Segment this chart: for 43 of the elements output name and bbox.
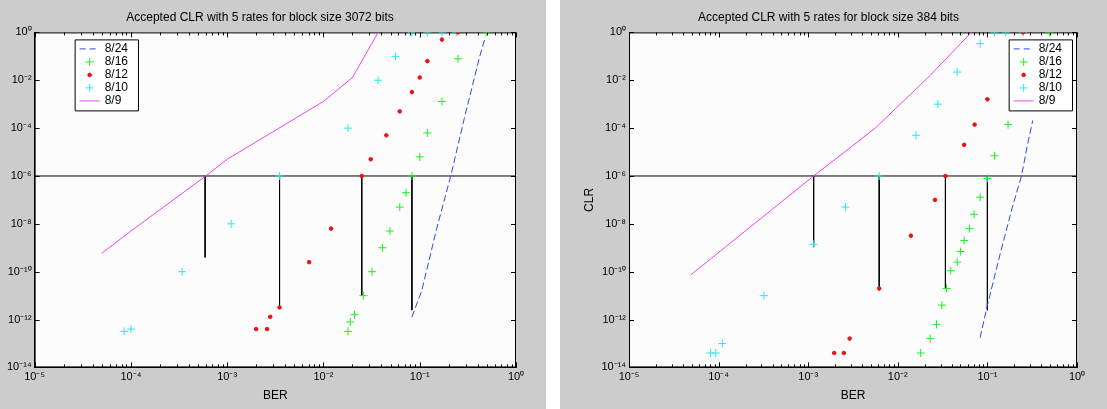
legend-label: 8/16: [1038, 54, 1063, 69]
legend-label: 8/9: [104, 93, 122, 108]
x-tick-label: 10⁻²: [887, 370, 909, 383]
legend-label: 8/9: [1038, 93, 1056, 108]
chart-title: Accepted CLR with 5 rates for block size 384 bits: [698, 9, 959, 24]
legend-label: 8/24: [104, 41, 129, 56]
legend-label: 8/10: [104, 80, 129, 95]
legend-label: 8/12: [1038, 67, 1063, 82]
x-tick-label: 10⁻³: [217, 370, 238, 383]
y-tick-label: 10⁻⁴: [605, 121, 627, 134]
y-tick-label: 10⁻¹⁰: [7, 264, 32, 277]
x-tick-label: 10⁻⁴: [120, 370, 142, 383]
x-axis-title: BER: [840, 388, 866, 403]
x-tick-label: 10⁰: [1068, 370, 1086, 383]
y-tick-label: 10⁻¹²: [602, 312, 627, 325]
x-tick-label: 10⁻²: [313, 370, 334, 383]
y-tick-label: 10⁻¹⁴: [601, 360, 627, 373]
y-tick-label: 10⁻⁴: [10, 121, 32, 134]
x-tick-label: 10⁻⁵: [618, 370, 640, 383]
legend-label: 8/16: [104, 54, 129, 69]
y-tick-label: 10⁰: [15, 25, 32, 38]
x-axis-title: BER: [262, 388, 288, 403]
y-tick-label: 10⁻⁸: [10, 216, 32, 229]
x-tick-label: 10⁻⁵: [24, 370, 46, 383]
y-tick-label: 10⁻⁶: [605, 169, 627, 181]
x-tick-label: 10⁻⁴: [708, 370, 730, 383]
x-tick-label: 10⁻³: [798, 370, 819, 383]
y-tick-label: 10⁻⁶: [10, 169, 32, 181]
y-axis-title: CLR: [581, 187, 596, 212]
y-tick-label: 10⁻¹⁰: [602, 264, 627, 277]
y-tick-label: 10⁻¹²: [8, 312, 32, 325]
x-tick-label: 10⁰: [507, 370, 525, 383]
legend-label: 8/12: [104, 67, 129, 82]
y-tick-label: 10⁻⁸: [605, 216, 627, 229]
y-tick-label: 10⁰: [609, 25, 627, 38]
chart-title: Accepted CLR with 5 rates for block size 3072 bits: [126, 9, 394, 24]
x-tick-label: 10⁻¹: [977, 370, 998, 383]
y-tick-label: 10⁻²: [11, 73, 32, 86]
y-tick-label: 10⁻¹⁴: [7, 360, 32, 373]
legend-label: 8/24: [1038, 41, 1063, 56]
y-tick-label: 10⁻²: [606, 73, 627, 86]
legend-label: 8/10: [1038, 80, 1063, 95]
x-tick-label: 10⁻¹: [409, 370, 431, 383]
